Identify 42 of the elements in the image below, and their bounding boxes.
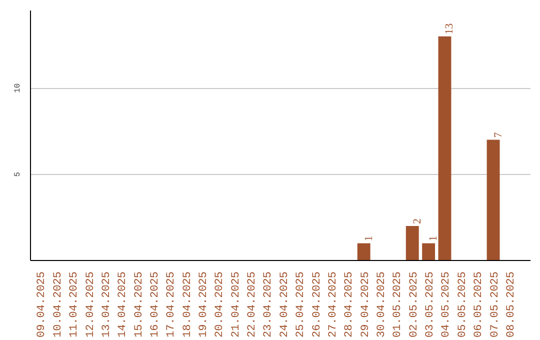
y-tick-label: 5 bbox=[14, 172, 22, 177]
data-label: 13 bbox=[444, 22, 456, 34]
x-tick-label: 26.04.2025 bbox=[311, 271, 324, 338]
x-tick-label: 16.04.2025 bbox=[149, 271, 162, 338]
x-tick-label: 08.05.2025 bbox=[505, 271, 518, 338]
x-tick-label: 12.04.2025 bbox=[84, 271, 97, 338]
x-tick-label: 03.05.2025 bbox=[424, 271, 437, 338]
bar bbox=[422, 243, 436, 260]
x-tick-label: 14.04.2025 bbox=[117, 271, 130, 338]
data-label: 7 bbox=[492, 132, 504, 138]
bar bbox=[357, 243, 370, 260]
bar bbox=[486, 140, 500, 260]
x-tick-label: 01.05.2025 bbox=[392, 271, 404, 338]
x-tick-label: 29.04.2025 bbox=[360, 271, 372, 338]
x-tick-label: 09.04.2025 bbox=[36, 271, 48, 338]
x-tick-label: 04.05.2025 bbox=[440, 271, 453, 338]
x-tick-label: 11.04.2025 bbox=[68, 271, 81, 338]
x-tick-label: 10.04.2025 bbox=[52, 271, 64, 338]
x-tick-label: 02.05.2025 bbox=[408, 271, 420, 338]
x-tick-label: 22.04.2025 bbox=[246, 271, 259, 338]
x-tick-label: 27.04.2025 bbox=[327, 271, 340, 338]
x-tick-label: 20.04.2025 bbox=[214, 271, 226, 338]
data-label: 2 bbox=[411, 218, 424, 224]
x-tick-label: 19.04.2025 bbox=[198, 271, 210, 338]
x-tick-label: 25.04.2025 bbox=[295, 271, 308, 338]
bar bbox=[438, 36, 452, 260]
x-tick-label: 06.05.2025 bbox=[473, 271, 486, 338]
x-tick-label: 23.04.2025 bbox=[262, 271, 275, 338]
x-tick-label: 28.04.2025 bbox=[344, 271, 356, 338]
bar bbox=[406, 226, 419, 260]
x-tick-label: 24.04.2025 bbox=[278, 271, 291, 338]
data-label: 1 bbox=[362, 236, 375, 242]
x-tick-label: 17.04.2025 bbox=[166, 271, 178, 338]
x-tick-label: 18.04.2025 bbox=[182, 271, 194, 338]
x-tick-label: 30.04.2025 bbox=[376, 271, 388, 338]
y-tick-label: 10 bbox=[14, 83, 22, 93]
x-tick-label: 15.04.2025 bbox=[133, 271, 146, 338]
x-tick-label: 13.04.2025 bbox=[100, 271, 113, 338]
x-tick-label: 07.05.2025 bbox=[489, 271, 502, 338]
x-tick-label: 05.05.2025 bbox=[456, 271, 469, 338]
data-label: 1 bbox=[428, 236, 440, 242]
x-tick-label: 21.04.2025 bbox=[230, 271, 242, 338]
